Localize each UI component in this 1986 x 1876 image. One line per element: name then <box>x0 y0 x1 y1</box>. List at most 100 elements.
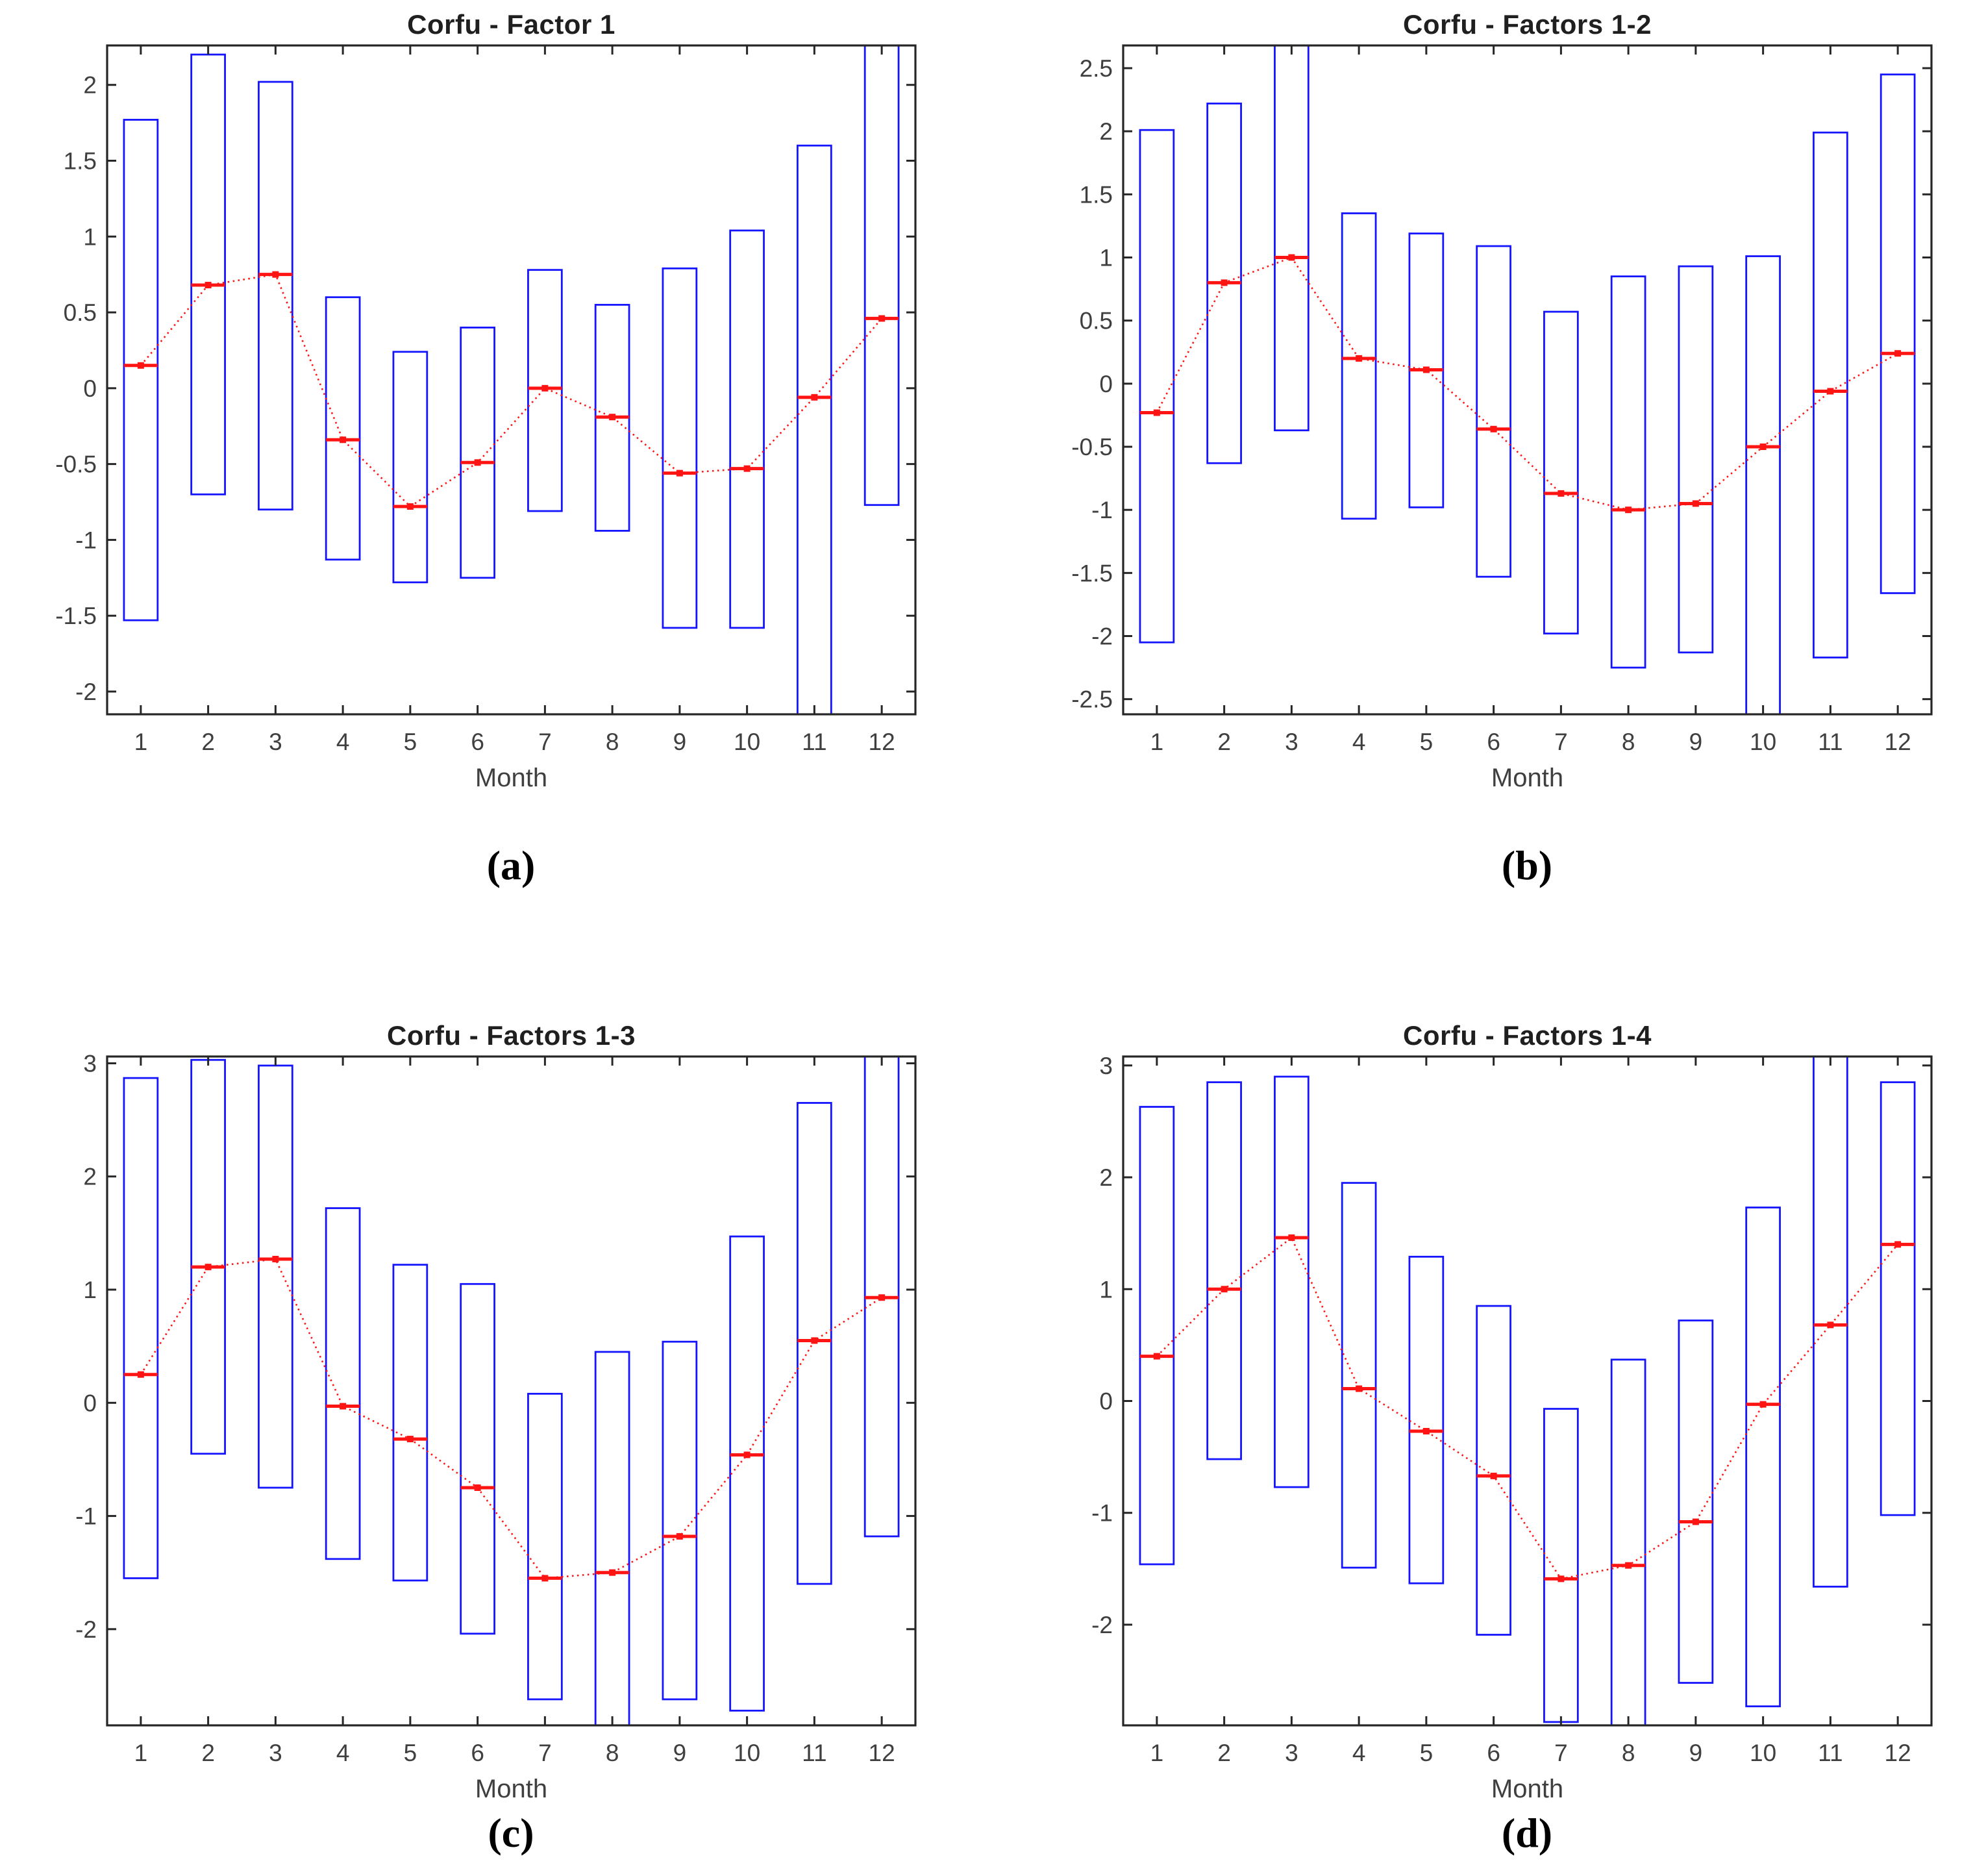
range-box-month-3 <box>1274 1075 1310 1488</box>
mean-marker-month-9 <box>1692 1518 1699 1525</box>
range-box-month-12 <box>1880 73 1916 594</box>
mean-marker-month-3 <box>1288 1234 1295 1242</box>
y-tick-label: -2 <box>75 679 97 705</box>
mean-marker-month-10 <box>743 1451 751 1458</box>
x-tick-label: 11 <box>1818 729 1843 755</box>
mean-line <box>1156 256 1898 511</box>
x-tick-label: 10 <box>1750 1740 1776 1766</box>
x-tick-label: 5 <box>404 729 417 755</box>
y-tick-label: 0 <box>1099 371 1113 397</box>
mean-marker-month-8 <box>1625 507 1632 514</box>
y-tick-label: 2 <box>83 72 97 99</box>
panel-label-c: (c) <box>488 1810 534 1856</box>
y-tick-label: -0.5 <box>1071 434 1113 460</box>
x-axis-label: Month <box>475 764 548 792</box>
x-tick-label: 7 <box>1554 1740 1568 1766</box>
axis-box <box>106 44 917 716</box>
chart-panel-b: Corfu - Factors 1-2 1 2 3 4 5 6 7 8 9 10 11 12 -2.5-… <box>1036 5 1970 830</box>
x-tick-label: 6 <box>471 729 484 755</box>
chart-title: Corfu - Factors 1-3 <box>387 1020 636 1051</box>
mean-marker-month-3 <box>272 1255 279 1262</box>
x-tick-label: 2 <box>201 729 215 755</box>
range-box-month-10 <box>729 229 765 629</box>
x-tick-label: 11 <box>802 1740 826 1766</box>
range-box-month-9 <box>662 1340 698 1701</box>
x-tick-label: 5 <box>404 1740 417 1766</box>
y-tick-label: 0.5 <box>64 299 97 326</box>
mean-marker-month-9 <box>676 1532 683 1540</box>
y-tick-label: 1 <box>83 223 97 250</box>
x-tick-label: 10 <box>734 1740 760 1766</box>
y-tick-label: 3 <box>83 1050 97 1077</box>
y-tick-label: 1 <box>83 1277 97 1303</box>
x-tick-label: 7 <box>538 729 552 755</box>
y-tick-label: 1.5 <box>64 148 97 175</box>
plot-area: 1 2 3 4 5 6 7 8 9 10 11 12-2.5-2-1.5-1-0.500.511.52… <box>1071 44 1933 755</box>
y-tick-label: 3 <box>1099 1053 1113 1079</box>
range-box-month-12 <box>1880 1081 1916 1516</box>
y-tick-label: -2 <box>75 1616 97 1643</box>
x-tick-label: 12 <box>1885 729 1911 755</box>
x-tick-label: 10 <box>734 729 760 755</box>
x-tick-label: 8 <box>1622 1740 1635 1766</box>
range-box-month-4 <box>1341 1182 1377 1569</box>
mean-marker-month-7 <box>1558 1575 1565 1582</box>
mean-marker-month-6 <box>1490 425 1497 432</box>
x-tick-label: 12 <box>1885 1740 1911 1766</box>
mean-marker-month-6 <box>1490 1472 1497 1479</box>
range-box-month-10 <box>729 1235 765 1712</box>
range-box-month-1 <box>1139 129 1175 644</box>
mean-marker-month-11 <box>1827 1321 1834 1329</box>
range-box-month-3 <box>258 81 293 511</box>
mean-marker-month-4 <box>1356 1385 1363 1392</box>
x-tick-label: 1 <box>134 729 148 755</box>
range-box-month-7 <box>1543 1408 1579 1723</box>
x-tick-label: 3 <box>269 729 282 755</box>
mean-marker-month-11 <box>811 1337 818 1344</box>
x-tick-label: 6 <box>1487 1740 1500 1766</box>
range-box-month-7 <box>527 1392 563 1701</box>
axis-box <box>106 1055 917 1727</box>
range-box-month-5 <box>392 351 428 584</box>
range-box-month-1 <box>123 119 159 621</box>
y-tick-label: -1 <box>75 1503 97 1530</box>
y-tick-label: -1 <box>1091 1500 1113 1527</box>
x-tick-label: 1 <box>134 1740 148 1766</box>
range-box-month-4 <box>1341 212 1377 520</box>
x-tick-label: 9 <box>1689 729 1703 755</box>
mean-marker-month-12 <box>878 1294 886 1301</box>
x-tick-label: 6 <box>471 1740 484 1766</box>
range-box-month-6 <box>1476 245 1511 578</box>
mean-marker-month-11 <box>1827 388 1834 395</box>
x-tick-label: 8 <box>606 1740 619 1766</box>
x-tick-label: 5 <box>1420 1740 1434 1766</box>
mean-marker-month-1 <box>137 362 144 369</box>
mean-marker-month-1 <box>1153 1353 1160 1360</box>
y-tick-label: 2 <box>83 1164 97 1190</box>
panel-label-b: (b) <box>1501 842 1553 888</box>
range-box-month-4 <box>325 296 361 561</box>
x-tick-label: 1 <box>1150 729 1164 755</box>
mean-marker-month-7 <box>541 384 549 392</box>
range-box-month-12 <box>863 45 900 507</box>
x-tick-label: 9 <box>673 1740 687 1766</box>
x-tick-label: 9 <box>1689 1740 1703 1766</box>
axis-box <box>1122 1055 1933 1727</box>
x-tick-label: 2 <box>1217 729 1231 755</box>
y-tick-label: 0 <box>83 1390 97 1416</box>
x-tick-label: 10 <box>1750 729 1776 755</box>
plot-content <box>123 45 900 714</box>
mean-marker-month-2 <box>1221 1286 1228 1293</box>
x-tick-label: 7 <box>1554 729 1568 755</box>
y-tick-label: -0.5 <box>55 451 97 478</box>
mean-marker-month-7 <box>1558 490 1565 497</box>
x-axis-label: Month <box>1491 1775 1564 1803</box>
mean-marker-month-6 <box>474 1484 481 1492</box>
range-box-month-11 <box>1813 1057 1848 1588</box>
mean-marker-month-1 <box>1153 409 1160 416</box>
range-box-month-8 <box>1610 275 1646 669</box>
mean-marker-month-2 <box>205 1264 212 1271</box>
x-tick-label: 9 <box>673 729 687 755</box>
